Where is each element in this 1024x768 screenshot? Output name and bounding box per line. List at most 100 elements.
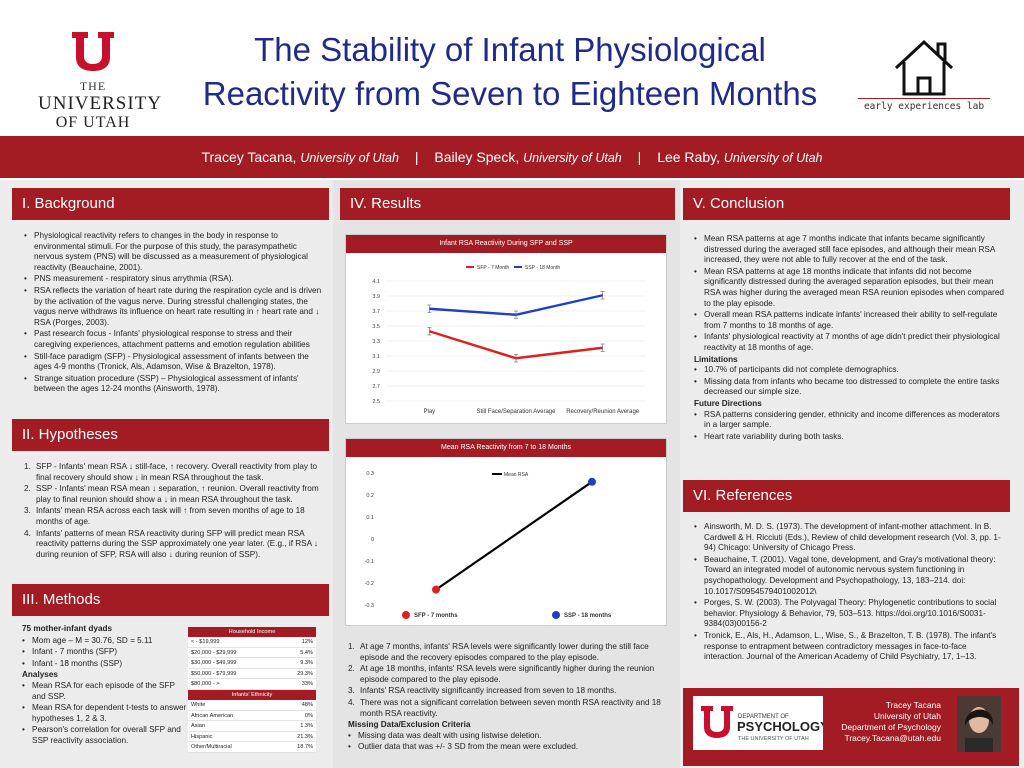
references-list: Ainsworth, M. D. S. (1973). The developm… [694,522,1008,663]
conclusion-heading: V. Conclusion [683,188,1010,220]
early-experiences-lab-logo: early experiences lab [858,36,990,112]
list-item: Overall mean RSA patterns indicate infan… [694,310,1008,331]
contact-panel: DEPARTMENT OF PSYCHOLOGY THE UNIVERSITY … [683,688,1019,766]
table-header: Infants' Ethnicity [188,690,316,700]
chart-title: Infant RSA Reactivity During SFP and SSP [346,235,666,253]
background-body: Physiological reactivity refers to chang… [24,231,324,396]
list-item: 10.7% of participants did not complete d… [694,365,1008,376]
table-row: African American 0% [188,711,316,721]
table-row: Hispanic 21.3% [188,732,316,742]
y-tick-label: 3.9 [372,294,380,300]
lab-name: early experiences lab [858,98,990,112]
x-tick-label: Recovery/Reunion Average [566,409,640,415]
y-tick-label: 3.5 [372,324,380,330]
list-item: 1. SFP - Infants' mean RSA ↓ still-face, … [24,462,318,482]
house-icon [894,39,954,96]
y-tick-label: -0.3 [365,603,374,609]
list-item: Pearson's correlation for overall SFP an… [22,725,190,746]
block-u-icon [72,32,114,71]
household-income-table: Household Income < - $19,999 12% $20,000 … [188,627,316,690]
future-directions-list: RSA patterns considering gender, ethnici… [694,410,1008,443]
infant-ethnicity-table: Infants' Ethnicity White 48% African Amer… [188,690,316,753]
list-item: Physiological reactivity refers to chang… [24,231,324,273]
list-item: 1. At age 7 months, infants' RSA levels w… [348,642,649,662]
reference-item: Tronick, E., Als, H., Adamson, L., Wise,… [694,631,1008,663]
table-row: Other/Multiracial 18.7% [188,742,316,753]
legend-label: SFP - 7 Month [477,265,509,271]
list-item: Still-face paradigm (SFP) - Physiologica… [24,352,324,373]
mean-rsa-chart: Mean RSA Reactivity from 7 to 18 Months … [345,438,667,626]
list-item: Mean RSA for each episode of the SFP and… [22,681,190,702]
category-marker [402,611,410,619]
table-row: Asian 1.3% [188,721,316,732]
references-heading: VI. References [683,480,1010,512]
missing-data-label: Missing Data/Exclusion Criteria [348,720,471,730]
x-tick-label: SFP - 7 months [414,613,458,619]
reference-item: Ainsworth, M. D. S. (1973). The developm… [694,522,1008,554]
list-item: RSA reflects the variation of heart rate… [24,286,324,328]
x-tick-label: Still Face/Separation Average [477,409,557,415]
table-row: $30,000 - $49,999 9.3% [188,658,316,669]
contact-info: Tracey Tacana University of Utah Departm… [841,700,941,744]
y-tick-label: 2.5 [372,399,380,405]
list-item: Missing data from infants who became too… [694,377,1008,398]
results-body: 1. At age 7 months, infants' RSA levels w… [348,642,670,754]
list-item: Past research focus - Infants' physiolog… [24,329,324,350]
y-tick-label: -0.2 [365,581,374,587]
rsa-reactivity-plot: 2.5 2.7 2.9 3.1 3.3 3.5 3.7 3.9 4.1 Play Still Fac… [372,265,646,415]
x-tick-label: Play [423,409,435,415]
list-item: 4. There was not a significant correlatio… [348,697,661,718]
participant-list: Mom age – M = 30.76, SD = 5.11 Infant - … [22,636,190,670]
list-item: Infant - 7 months (SFP) [22,647,190,658]
poster-title: The Stability of Infant Physiological Re… [160,28,860,116]
author-separator: | [414,149,419,165]
results-heading: IV. Results [340,188,675,220]
list-item: Infants' physiological reactivity at 7 m… [694,332,1008,353]
university-of-utah-logo: THE UNIVERSITY OF UTAH [38,30,162,132]
reference-item: Porges, S. W. (2003). The Polyvagal Theo… [694,598,1008,630]
methods-heading: III. Methods [12,584,329,616]
table-row: $20,000 - $29,999 5.4% [188,648,316,658]
legend-label: SSP - 18 Month [525,265,560,271]
contact-dept: Department of Psychology [841,722,941,732]
y-tick-label: 2.9 [372,369,380,375]
y-tick-label: 3.1 [372,354,380,360]
analyses-label: Analyses [22,670,58,680]
background-list: Physiological reactivity refers to chang… [24,231,324,395]
contact-email[interactable]: Tracey.Tacana@utah.edu [844,733,941,743]
background-heading: I. Background [12,188,329,220]
y-tick-label: 3.7 [372,309,380,315]
future-directions-label: Future Directions [694,398,762,408]
list-item: Strange situation procedure (SSP) – Phys… [24,374,324,395]
list-item: RSA patterns considering gender, ethnici… [694,410,1008,431]
data-point [588,477,596,486]
y-tick-label: 3.3 [372,339,380,345]
list-item: 2. SSP - Infants' mean RSA mean ↓ separat… [24,484,319,504]
list-item: Mean RSA patterns at age 7 months indica… [694,234,1008,266]
y-tick-label: 2.7 [372,384,380,390]
data-point [432,585,440,594]
author-separator: | [637,149,642,165]
list-item: Outlier data that was +/- 3 SD from the … [348,742,670,753]
university-line3: OF UTAH [55,114,131,131]
table-row: $80,000 - >33% [188,679,316,690]
logo-line3: THE UNIVERSITY OF UTAH [738,736,809,742]
list-item: 3. Infants' mean RSA across each task wil… [24,506,305,526]
university-line2: UNIVERSITY [38,93,162,114]
logo-line1: DEPARTMENT OF [738,714,789,720]
author-3: Lee Raby, University of Utah [657,149,823,165]
list-item: Mom age – M = 30.76, SD = 5.11 [22,636,190,647]
author-photo [957,696,1001,752]
list-item: Infant - 18 months (SSP) [22,659,190,670]
list-item: Mean RSA for dependent t-tests to answer… [22,703,190,724]
chart-title: Mean RSA Reactivity from 7 to 18 Months [346,439,666,457]
list-item: Heart rate variability during both tasks… [694,432,1008,443]
y-tick-label: -0.1 [365,559,374,565]
hypotheses-heading: II. Hypotheses [12,419,329,451]
psychology-department-logo: DEPARTMENT OF PSYCHOLOGY THE UNIVERSITY … [693,696,829,750]
logo-line2: PSYCHOLOGY [737,719,823,734]
category-marker [552,611,560,619]
table-header: Household Income [188,627,316,637]
author-band: Tracey Tacana, University of Utah | Bail… [0,136,1024,178]
contact-name: Tracey Tacana [885,700,941,710]
